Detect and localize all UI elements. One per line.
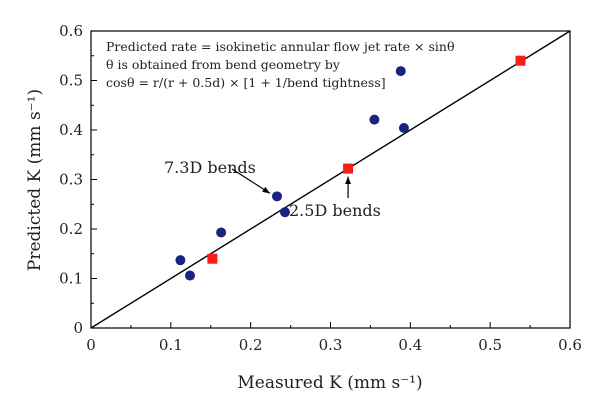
- data-point-circle: [369, 114, 380, 125]
- x-tick-label: 0.5: [478, 336, 502, 354]
- plot-frame: [90, 30, 571, 329]
- data-point-circle: [175, 255, 186, 266]
- reference-line-layer: [90, 30, 571, 329]
- y-tick-label: 0.5: [59, 72, 83, 90]
- annotation-arrow-2-5d: [345, 176, 352, 198]
- annotation-7-3d-bends: 7.3D bends: [164, 158, 256, 177]
- data-points: [175, 55, 526, 281]
- data-point-circle: [216, 227, 227, 238]
- data-point-circle: [398, 123, 409, 134]
- data-point-square: [207, 253, 218, 264]
- x-axis-ticks: 0 0.1 0.2 0.3 0.4 0.5 0.6: [86, 322, 582, 354]
- annotation-arrows: [231, 168, 352, 198]
- data-point-square: [515, 55, 526, 66]
- y-tick-label: 0.6: [59, 22, 83, 40]
- data-point-square: [343, 163, 354, 174]
- data-point-circle: [395, 66, 406, 77]
- x-tick-label: 0.4: [398, 336, 422, 354]
- x-tick-label: 0.3: [319, 336, 343, 354]
- data-point-circle: [279, 207, 290, 218]
- note-line-1: Predicted rate = isokinetic annular flow…: [106, 39, 454, 54]
- note-line-2: θ is obtained from bend geometry by: [106, 57, 341, 72]
- x-axis-title: Measured K (mm s⁻¹): [237, 373, 422, 393]
- annotation-arrow-7-3d: [231, 168, 271, 194]
- x-tick-label: 0.6: [558, 336, 582, 354]
- y-tick-label: 0.4: [59, 121, 83, 139]
- annotation-2-5d-bends: 2.5D bends: [289, 201, 381, 220]
- y-tick-label: 0.3: [59, 171, 83, 189]
- x-tick-label: 0.1: [159, 336, 183, 354]
- x-tick-label: 0: [86, 336, 96, 354]
- y-tick-label: 0: [73, 319, 83, 337]
- data-point-circle: [272, 191, 283, 202]
- note-line-3: cosθ = r/(r + 0.5d) × [1 + 1/bend tightn…: [106, 75, 386, 90]
- y-axis-title: Predicted K (mm s⁻¹): [25, 89, 45, 271]
- y-tick-label: 0.2: [59, 220, 83, 238]
- data-point-circle: [184, 270, 195, 281]
- one-to-one-line: [90, 30, 571, 329]
- y-tick-label: 0.1: [59, 270, 83, 288]
- x-tick-label: 0.2: [239, 336, 263, 354]
- y-axis-ticks: 0 0.1 0.2 0.3 0.4 0.5 0.6: [59, 22, 97, 337]
- formula-note: Predicted rate = isokinetic annular flow…: [106, 39, 454, 90]
